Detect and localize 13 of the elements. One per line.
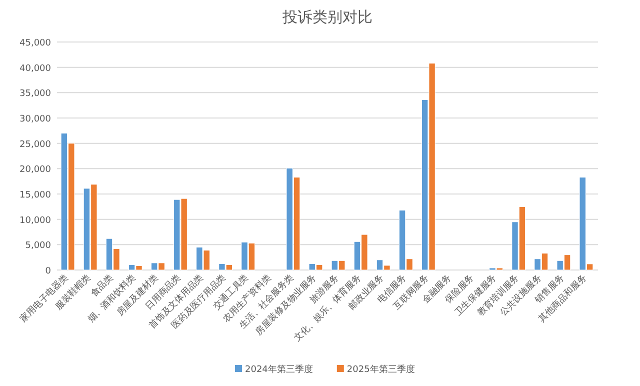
y-tick-label: 20,000 — [20, 165, 52, 176]
legend-label: 2025年第三季度 — [346, 364, 415, 375]
y-tick-label: 0 — [45, 266, 52, 276]
y-tick-label: 40,000 — [20, 64, 52, 74]
y-tick-label: 25,000 — [20, 140, 52, 150]
chart-title: 投诉类别对比 — [282, 8, 372, 26]
y-tick-label: 30,000 — [20, 114, 52, 124]
y-tick-label: 5,000 — [25, 241, 52, 252]
y-tick-label: 35,000 — [20, 89, 52, 100]
y-tick-label: 45,000 — [20, 38, 52, 48]
y-tick-label: 15,000 — [20, 190, 52, 200]
legend-label: 2024年第三季度 — [245, 364, 313, 375]
y-tick-label: 10,000 — [20, 216, 52, 226]
